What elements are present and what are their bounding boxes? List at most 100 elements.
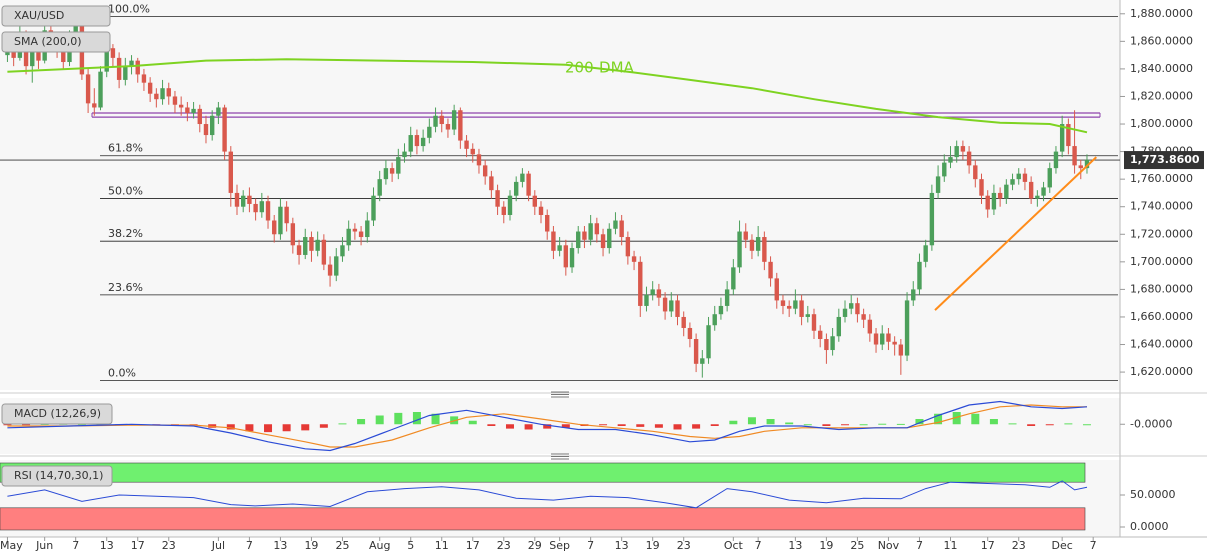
candle-body <box>371 195 376 221</box>
y-tick-label: 1,700.0000 <box>1130 255 1193 268</box>
macd-histogram-bar <box>971 413 980 425</box>
candle-body <box>700 358 705 364</box>
macd-histogram-bar <box>859 424 868 426</box>
candle-body <box>545 214 550 232</box>
legend-box <box>1 31 111 53</box>
candle-body <box>358 231 364 238</box>
macd-panel <box>0 398 1120 454</box>
candle-body <box>942 162 947 177</box>
candle-body <box>433 115 438 127</box>
candle-body <box>755 237 761 251</box>
candle-body <box>873 333 879 345</box>
macd-histogram-bar <box>412 412 421 425</box>
candle-body <box>427 126 432 138</box>
candle-body <box>389 168 395 174</box>
candle-body <box>880 333 885 345</box>
candle-body <box>929 192 935 246</box>
macd-histogram-bar <box>692 424 701 429</box>
candle-body <box>1022 173 1028 182</box>
fib-label: 61.8% <box>108 142 143 155</box>
candle-body <box>650 289 655 295</box>
macd-histogram-bar <box>226 424 235 430</box>
y-tick-label: 1,660.0000 <box>1130 310 1193 323</box>
candle-body <box>538 206 544 215</box>
macd-histogram-bar <box>431 413 440 425</box>
x-tick-label: 17 <box>981 539 995 552</box>
candle-body <box>973 165 978 180</box>
x-tick-label: 19 <box>819 539 833 552</box>
y-tick-label: 1,720.0000 <box>1130 227 1193 240</box>
candle-body <box>576 231 581 249</box>
candle-body <box>985 195 990 210</box>
macd-histogram-bar <box>338 423 347 425</box>
candle-body <box>365 220 370 238</box>
macd-histogram-bar <box>543 424 552 429</box>
candle-body <box>439 115 444 125</box>
candle-body <box>489 176 494 191</box>
x-tick-label: 25 <box>850 539 864 552</box>
candle-body <box>569 248 575 268</box>
x-tick-label: 23 <box>1012 539 1026 552</box>
candle-body <box>842 308 848 317</box>
candle-body <box>228 151 233 193</box>
x-tick-label: 7 <box>1090 539 1097 552</box>
candle-body <box>520 173 525 182</box>
candle-body <box>675 300 680 317</box>
macd-histogram-bar <box>673 424 682 430</box>
candle-body <box>588 223 593 240</box>
candle-body <box>737 231 742 268</box>
macd-histogram-bar <box>319 424 328 428</box>
macd-histogram-bar <box>375 415 384 425</box>
x-tick-label: 7 <box>246 539 253 552</box>
macd-histogram-bar <box>468 420 477 425</box>
candle-body <box>209 115 215 136</box>
candle-body <box>1041 187 1046 196</box>
candle-body <box>954 146 959 158</box>
candle-body <box>458 110 463 141</box>
candle-body <box>123 66 128 80</box>
x-tick-label: 19 <box>646 539 660 552</box>
candle-body <box>30 52 35 67</box>
candle-body <box>600 234 606 249</box>
macd-histogram-bar <box>1064 423 1073 425</box>
candle-body <box>141 74 147 83</box>
x-tick-label: May <box>0 539 23 552</box>
candle-body <box>892 341 897 345</box>
fib-label: 23.6% <box>108 281 143 294</box>
macd-histogram-bar <box>896 423 905 425</box>
resize-handle[interactable] <box>551 391 569 460</box>
macd-histogram-bar <box>22 424 31 426</box>
candle-body <box>92 103 97 108</box>
candle-body <box>408 135 413 152</box>
candle-body <box>253 203 258 213</box>
candle-body <box>1016 173 1021 180</box>
candle-body <box>724 289 730 306</box>
macd-histogram-bar <box>245 424 254 432</box>
macd-histogram-bar <box>989 419 998 425</box>
x-tick-label: 5 <box>407 539 414 552</box>
candle-body <box>1059 124 1065 152</box>
candle-body <box>303 237 308 255</box>
candle-body <box>817 330 823 340</box>
candle-body <box>352 228 358 232</box>
candle-body <box>960 146 966 152</box>
annotation: 200-DMA <box>565 59 635 77</box>
macd-histogram-bar <box>357 419 366 425</box>
candle-body <box>768 261 773 279</box>
candle-body <box>1078 165 1083 169</box>
candle-body <box>507 195 513 215</box>
macd-line <box>7 400 1088 452</box>
candle-body <box>129 60 134 67</box>
candle-body <box>718 305 724 315</box>
candle-body <box>247 195 252 204</box>
candle-body <box>1004 184 1009 199</box>
macd-signal-line <box>7 404 1087 448</box>
candle-body <box>935 176 941 193</box>
candle-body <box>383 168 389 180</box>
candle-body <box>61 52 66 63</box>
x-tick-label: 11 <box>435 539 449 552</box>
x-tick-label: 13 <box>615 539 629 552</box>
trend-line <box>934 156 1097 311</box>
rsi-tick-label: 50.0000 <box>1130 488 1176 501</box>
